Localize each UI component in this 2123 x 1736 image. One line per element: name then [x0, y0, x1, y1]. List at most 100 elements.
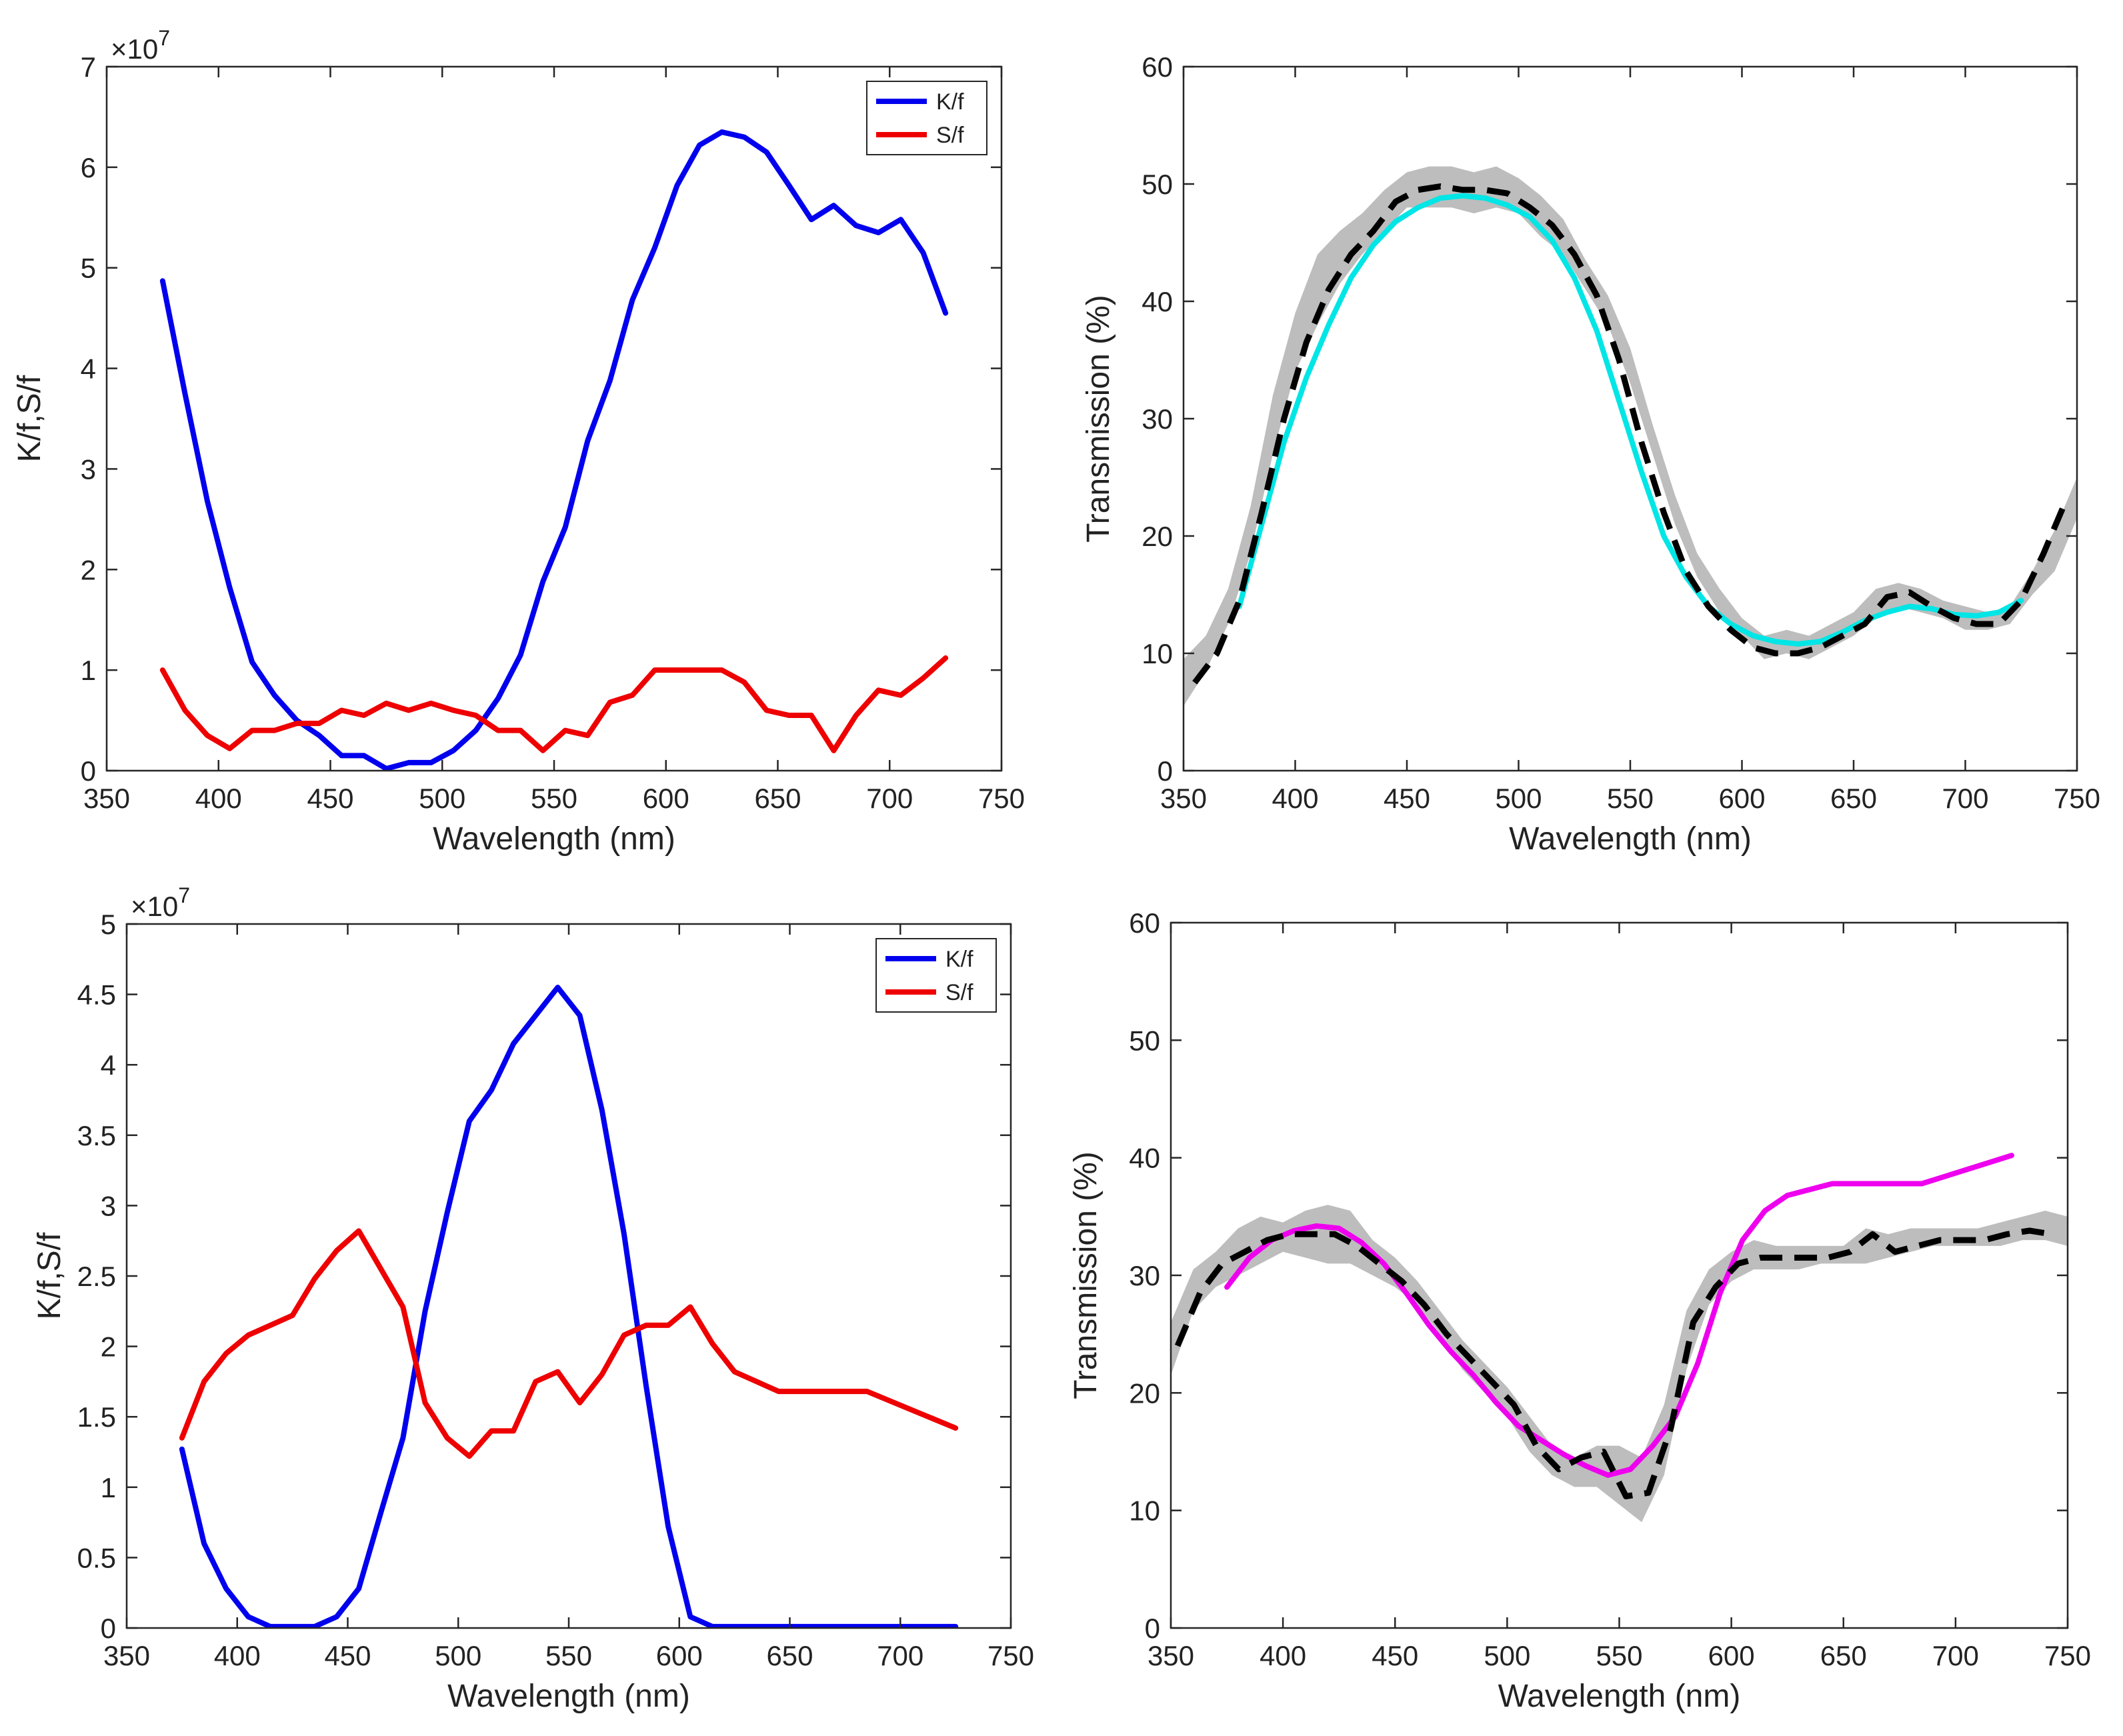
- y-tick-label: 60: [1129, 907, 1160, 939]
- x-tick-label: 400: [214, 1640, 261, 1671]
- y-tick-label: 7: [81, 51, 96, 83]
- series-mean: [1174, 1227, 2053, 1500]
- legend-box: [866, 81, 987, 155]
- x-tick-label: 600: [656, 1640, 703, 1671]
- axes-box: [105, 65, 1003, 772]
- axes-box: [125, 923, 1012, 1629]
- x-tick-label: 600: [643, 783, 689, 814]
- x-tick-label: 400: [1272, 783, 1318, 814]
- x-tick-label: 350: [1148, 1640, 1194, 1671]
- y-tick-label: 2: [101, 1331, 116, 1363]
- y-tick-label: 1: [101, 1472, 116, 1503]
- x-tick-label: 450: [307, 783, 353, 814]
- y-tick-label: 20: [1129, 1377, 1160, 1409]
- legend: K/f S/f: [875, 938, 997, 1013]
- y-tick-label: 4.5: [77, 979, 116, 1011]
- x-tick-label: 650: [1820, 1640, 1867, 1671]
- x-tick-label: 650: [766, 1640, 813, 1671]
- y-tick-label: 4: [101, 1049, 116, 1081]
- y-tick-label: 2.5: [77, 1261, 116, 1292]
- x-tick-label: 500: [1495, 783, 1542, 814]
- x-tick-label: 750: [2054, 783, 2100, 814]
- x-tick-label: 700: [877, 1640, 923, 1671]
- y-tick-label: 1: [81, 655, 96, 686]
- y-tick-label: 1.5: [77, 1401, 116, 1433]
- legend-label: K/f: [936, 89, 964, 115]
- x-tick-label: 350: [103, 1640, 150, 1671]
- exponent-base: ×10: [131, 891, 178, 922]
- y-tick-label: 2: [81, 554, 96, 585]
- series-k-f: [159, 129, 949, 771]
- exponent-power: 7: [178, 883, 190, 907]
- panel-top-right: 350 400 450 500 550 600 650 700 750 0 10 20 30 40 50 60…: [1081, 51, 2100, 857]
- y-tick-label: 20: [1142, 521, 1173, 552]
- x-tick-label: 450: [1372, 1640, 1418, 1671]
- x-axis-label: Wavelength (nm): [433, 821, 675, 857]
- y-tick-label: 6: [81, 152, 96, 183]
- legend: K/f S/f: [866, 81, 987, 155]
- y-axis-label: Transmission (%): [1068, 1151, 1104, 1399]
- panel-bottom-left: 350 400 450 500 550 600 650 700 750 0 0.5 1 1.5 2 2.5 3…: [32, 883, 1034, 1714]
- series-fit: [1236, 193, 2024, 647]
- series-k-f: [179, 985, 959, 1628]
- y-tick-label: 5: [81, 253, 96, 284]
- plot-area: [1184, 166, 2077, 707]
- y-tick-label: 40: [1129, 1143, 1160, 1174]
- y-tick-label: 3: [101, 1190, 116, 1221]
- y-tick-label: 10: [1142, 638, 1173, 669]
- y-tick-label: 50: [1142, 169, 1173, 200]
- x-tick-label: 450: [324, 1640, 371, 1671]
- x-tick-label: 500: [1484, 1640, 1530, 1671]
- x-tick-label: 600: [1708, 1640, 1755, 1671]
- x-tick-label: 550: [1607, 783, 1654, 814]
- series-s-f: [179, 1228, 959, 1459]
- y-tick-label: 30: [1142, 403, 1173, 435]
- legend-label: S/f: [945, 980, 973, 1005]
- panel-top-left: 350 400 450 500 550 600 650 700 750 0 1 2 3 4 5 6 7 Wavel…: [12, 26, 1025, 857]
- x-tick-label: 600: [1718, 783, 1765, 814]
- series-s-f: [159, 655, 949, 753]
- x-tick-label: 700: [866, 783, 913, 814]
- x-tick-label: 550: [531, 783, 577, 814]
- legend-label: K/f: [945, 947, 973, 972]
- legend-label: S/f: [936, 123, 964, 148]
- y-tick-label: 0: [1145, 1613, 1160, 1644]
- y-tick-label: 0: [101, 1613, 116, 1644]
- exponent-base: ×10: [111, 33, 158, 65]
- x-axis-label: Wavelength (nm): [1498, 1679, 1741, 1714]
- panel-bottom-right: 350 400 450 500 550 600 650 700 750 0 10 20 30 40 50 60…: [1068, 907, 2091, 1714]
- x-tick-label: 750: [978, 783, 1025, 814]
- x-axis-label: Wavelength (nm): [447, 1679, 690, 1714]
- y-tick-label: 5: [101, 909, 116, 940]
- y-tick-label: 3: [81, 453, 96, 485]
- x-tick-label: 350: [83, 783, 130, 814]
- x-tick-label: 550: [545, 1640, 592, 1671]
- axes-box: [1182, 65, 2078, 772]
- axes-box: [1170, 921, 2069, 1629]
- y-tick-label: 4: [81, 353, 96, 385]
- y-tick-label: 10: [1129, 1495, 1160, 1527]
- plot-area: [1171, 1153, 2068, 1523]
- x-tick-label: 650: [754, 783, 801, 814]
- y-tick-label: 3.5: [77, 1120, 116, 1151]
- y-tick-label: 0: [1158, 755, 1173, 787]
- x-tick-label: 400: [195, 783, 242, 814]
- y-tick-label: 30: [1129, 1260, 1160, 1291]
- y-axis-label: K/f,S/f: [12, 375, 47, 462]
- x-tick-label: 450: [1384, 783, 1430, 814]
- x-tick-label: 750: [987, 1640, 1034, 1671]
- x-tick-label: 400: [1260, 1640, 1306, 1671]
- axis-exponent: ×107: [131, 883, 190, 922]
- range-band: [1171, 1205, 2068, 1523]
- series-mean: [1192, 183, 2069, 685]
- axis-exponent: ×107: [111, 26, 170, 65]
- x-tick-label: 500: [435, 1640, 481, 1671]
- x-tick-label: 750: [2044, 1640, 2091, 1671]
- x-tick-label: 500: [419, 783, 465, 814]
- plot-area: [179, 985, 959, 1628]
- legend-box: [875, 938, 997, 1013]
- exponent-power: 7: [158, 26, 170, 50]
- y-tick-label: 50: [1129, 1025, 1160, 1056]
- y-axis-label: K/f,S/f: [32, 1232, 67, 1319]
